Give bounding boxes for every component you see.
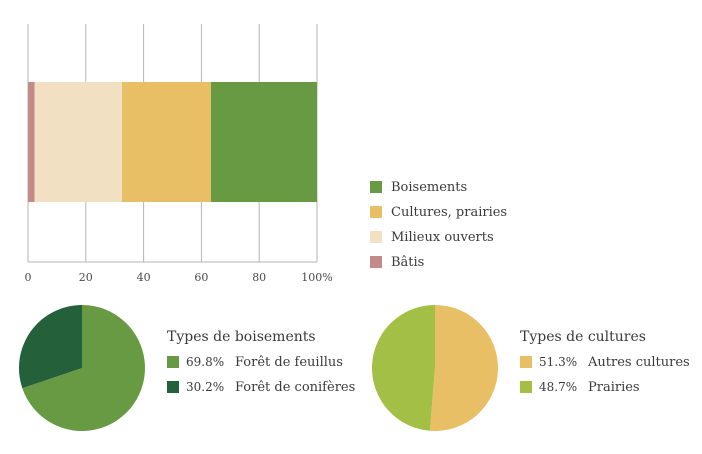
legend-swatch [167, 381, 179, 393]
pie-boisements-title: Types de boisements [167, 329, 316, 345]
legend-label: Autres cultures [587, 355, 690, 370]
pie-slice [372, 305, 435, 431]
legend-percent: 69.8% [186, 355, 224, 369]
pie-slice [22, 305, 145, 431]
bar-segment [34, 82, 122, 202]
pie-slice [18, 305, 82, 389]
legend-percent: 48.7% [539, 380, 577, 394]
pie-cultures [372, 305, 498, 431]
legend-label: Forêt de feuillus [235, 355, 343, 370]
legend-label: Boisements [391, 180, 467, 195]
x-tick-label: 20 [79, 271, 93, 284]
bar-segment [121, 82, 211, 202]
legend-swatch [370, 206, 382, 218]
legend-swatch [520, 381, 532, 393]
pie-boisements [18, 305, 145, 431]
x-tick-label: 80 [252, 271, 266, 284]
pie-cultures-legend: 51.3% Autres cultures 48.7% Prairies [520, 355, 690, 395]
x-axis-ticks: 0 20 40 60 80 100% [25, 271, 333, 284]
legend-swatch [370, 256, 382, 268]
legend-label: Bâtis [391, 255, 424, 270]
bar-segment [210, 82, 317, 202]
x-tick-label: 100% [301, 271, 332, 284]
legend-swatch [167, 356, 179, 368]
pie-slice [429, 305, 498, 431]
legend-swatch [370, 231, 382, 243]
stacked-bar [28, 82, 317, 202]
bar-legend: Boisements Cultures, prairies Milieux ouve… [370, 180, 507, 270]
legend-label: Cultures, prairies [391, 205, 507, 220]
legend-label: Forêt de conifères [235, 380, 355, 395]
legend-swatch [370, 181, 382, 193]
pie-boisements-legend: 69.8% Forêt de feuillus 30.2% Forêt de coni… [167, 355, 355, 395]
x-tick-label: 40 [137, 271, 151, 284]
x-tick-label: 60 [194, 271, 208, 284]
pie-cultures-title: Types de cultures [520, 329, 646, 345]
legend-swatch [520, 356, 532, 368]
x-tick-label: 0 [25, 271, 32, 284]
legend-label: Prairies [588, 380, 640, 395]
bar-segment [28, 82, 35, 202]
legend-percent: 51.3% [539, 355, 577, 369]
legend-percent: 30.2% [186, 380, 224, 394]
legend-label: Milieux ouverts [391, 230, 494, 245]
